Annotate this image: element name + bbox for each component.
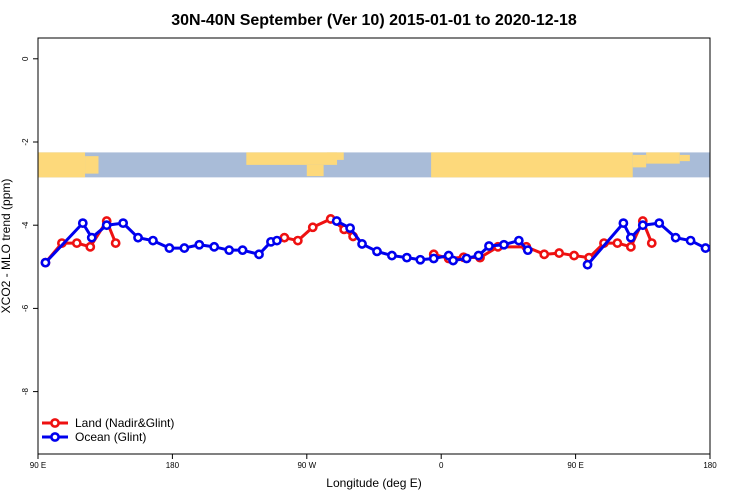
- series-ocean: [40, 216, 710, 270]
- y-tick-label: -4: [21, 221, 30, 229]
- data-point: [179, 243, 190, 253]
- data-point: [401, 252, 412, 263]
- map-land: [679, 154, 690, 162]
- data-point: [307, 222, 318, 233]
- data-point: [625, 232, 636, 243]
- map-land: [246, 152, 338, 165]
- data-point: [133, 232, 143, 243]
- x-axis: 90 E 180 90 W 0 90 E 180: [30, 454, 717, 470]
- chart-title: 30N-40N September (Ver 10) 2015-01-01 to…: [171, 12, 577, 29]
- map-land: [646, 152, 680, 164]
- data-point: [513, 235, 524, 246]
- data-point: [685, 235, 696, 246]
- data-point: [86, 232, 97, 243]
- map-land: [632, 154, 647, 168]
- data-point: [554, 248, 565, 258]
- data-point: [461, 253, 472, 264]
- data-point: [428, 253, 439, 264]
- x-tick-label: 180: [703, 461, 717, 470]
- data-point: [612, 238, 623, 248]
- y-tick-label: -6: [21, 304, 30, 312]
- y-axis-label: XCO2 - MLO trend (ppm): [0, 179, 13, 314]
- legend: Land (Nadir&Glint)Ocean (Glint): [42, 416, 174, 444]
- data-point: [357, 239, 367, 249]
- data-point: [292, 235, 303, 246]
- series-layer: [40, 214, 710, 270]
- data-point: [110, 238, 121, 248]
- map-strip: [38, 152, 710, 178]
- data-point: [372, 246, 382, 257]
- series-line: [335, 219, 529, 263]
- x-tick-label: 180: [166, 461, 180, 470]
- data-point: [670, 232, 681, 243]
- y-axis: 0 -2 -4 -6 -8: [21, 56, 38, 395]
- series-land: [40, 214, 657, 268]
- map-land: [306, 164, 324, 177]
- legend-swatch-marker: [50, 418, 60, 428]
- data-point: [387, 250, 397, 261]
- data-point: [473, 250, 484, 261]
- y-tick-label: -8: [21, 387, 30, 395]
- data-point: [345, 223, 356, 234]
- data-point: [539, 249, 550, 260]
- data-point: [522, 245, 533, 256]
- data-point: [194, 239, 205, 250]
- data-point: [71, 238, 82, 248]
- x-tick-label: 90 E: [567, 461, 583, 470]
- x-tick-label: 90 W: [297, 461, 316, 470]
- data-point: [499, 239, 509, 250]
- data-point: [224, 245, 235, 256]
- data-point: [254, 249, 264, 260]
- x-tick-label: 90 E: [30, 461, 46, 470]
- data-point: [77, 218, 88, 229]
- data-point: [582, 259, 593, 270]
- plot-frame: [37, 37, 711, 455]
- data-point: [164, 243, 175, 253]
- data-point: [654, 218, 665, 229]
- data-point: [237, 245, 248, 256]
- data-point: [209, 241, 220, 252]
- data-point: [448, 255, 459, 266]
- data-point: [40, 257, 51, 268]
- data-point: [646, 238, 657, 248]
- data-point: [101, 220, 112, 231]
- map-land: [431, 152, 633, 178]
- data-point: [279, 232, 290, 243]
- y-tick-label: -2: [21, 138, 30, 146]
- data-point: [272, 235, 282, 246]
- y-tick-label: 0: [21, 56, 30, 61]
- map-land: [85, 156, 99, 174]
- x-axis-label: Longitude (deg E): [326, 476, 421, 490]
- data-point: [148, 235, 158, 246]
- x-tick-label: 0: [439, 461, 444, 470]
- data-point: [85, 241, 96, 252]
- map-land: [326, 152, 344, 160]
- map-land: [38, 152, 86, 178]
- data-point: [331, 216, 342, 226]
- data-point: [700, 243, 710, 253]
- legend-label: Land (Nadir&Glint): [75, 416, 174, 430]
- data-point: [118, 218, 129, 229]
- data-point: [569, 250, 580, 261]
- data-point: [618, 218, 629, 229]
- legend-swatch-marker: [50, 432, 60, 442]
- data-point: [637, 220, 648, 231]
- series-line: [44, 221, 278, 264]
- data-point: [484, 241, 494, 251]
- legend-label: Ocean (Glint): [75, 430, 146, 444]
- data-point: [625, 241, 636, 252]
- data-point: [415, 254, 426, 265]
